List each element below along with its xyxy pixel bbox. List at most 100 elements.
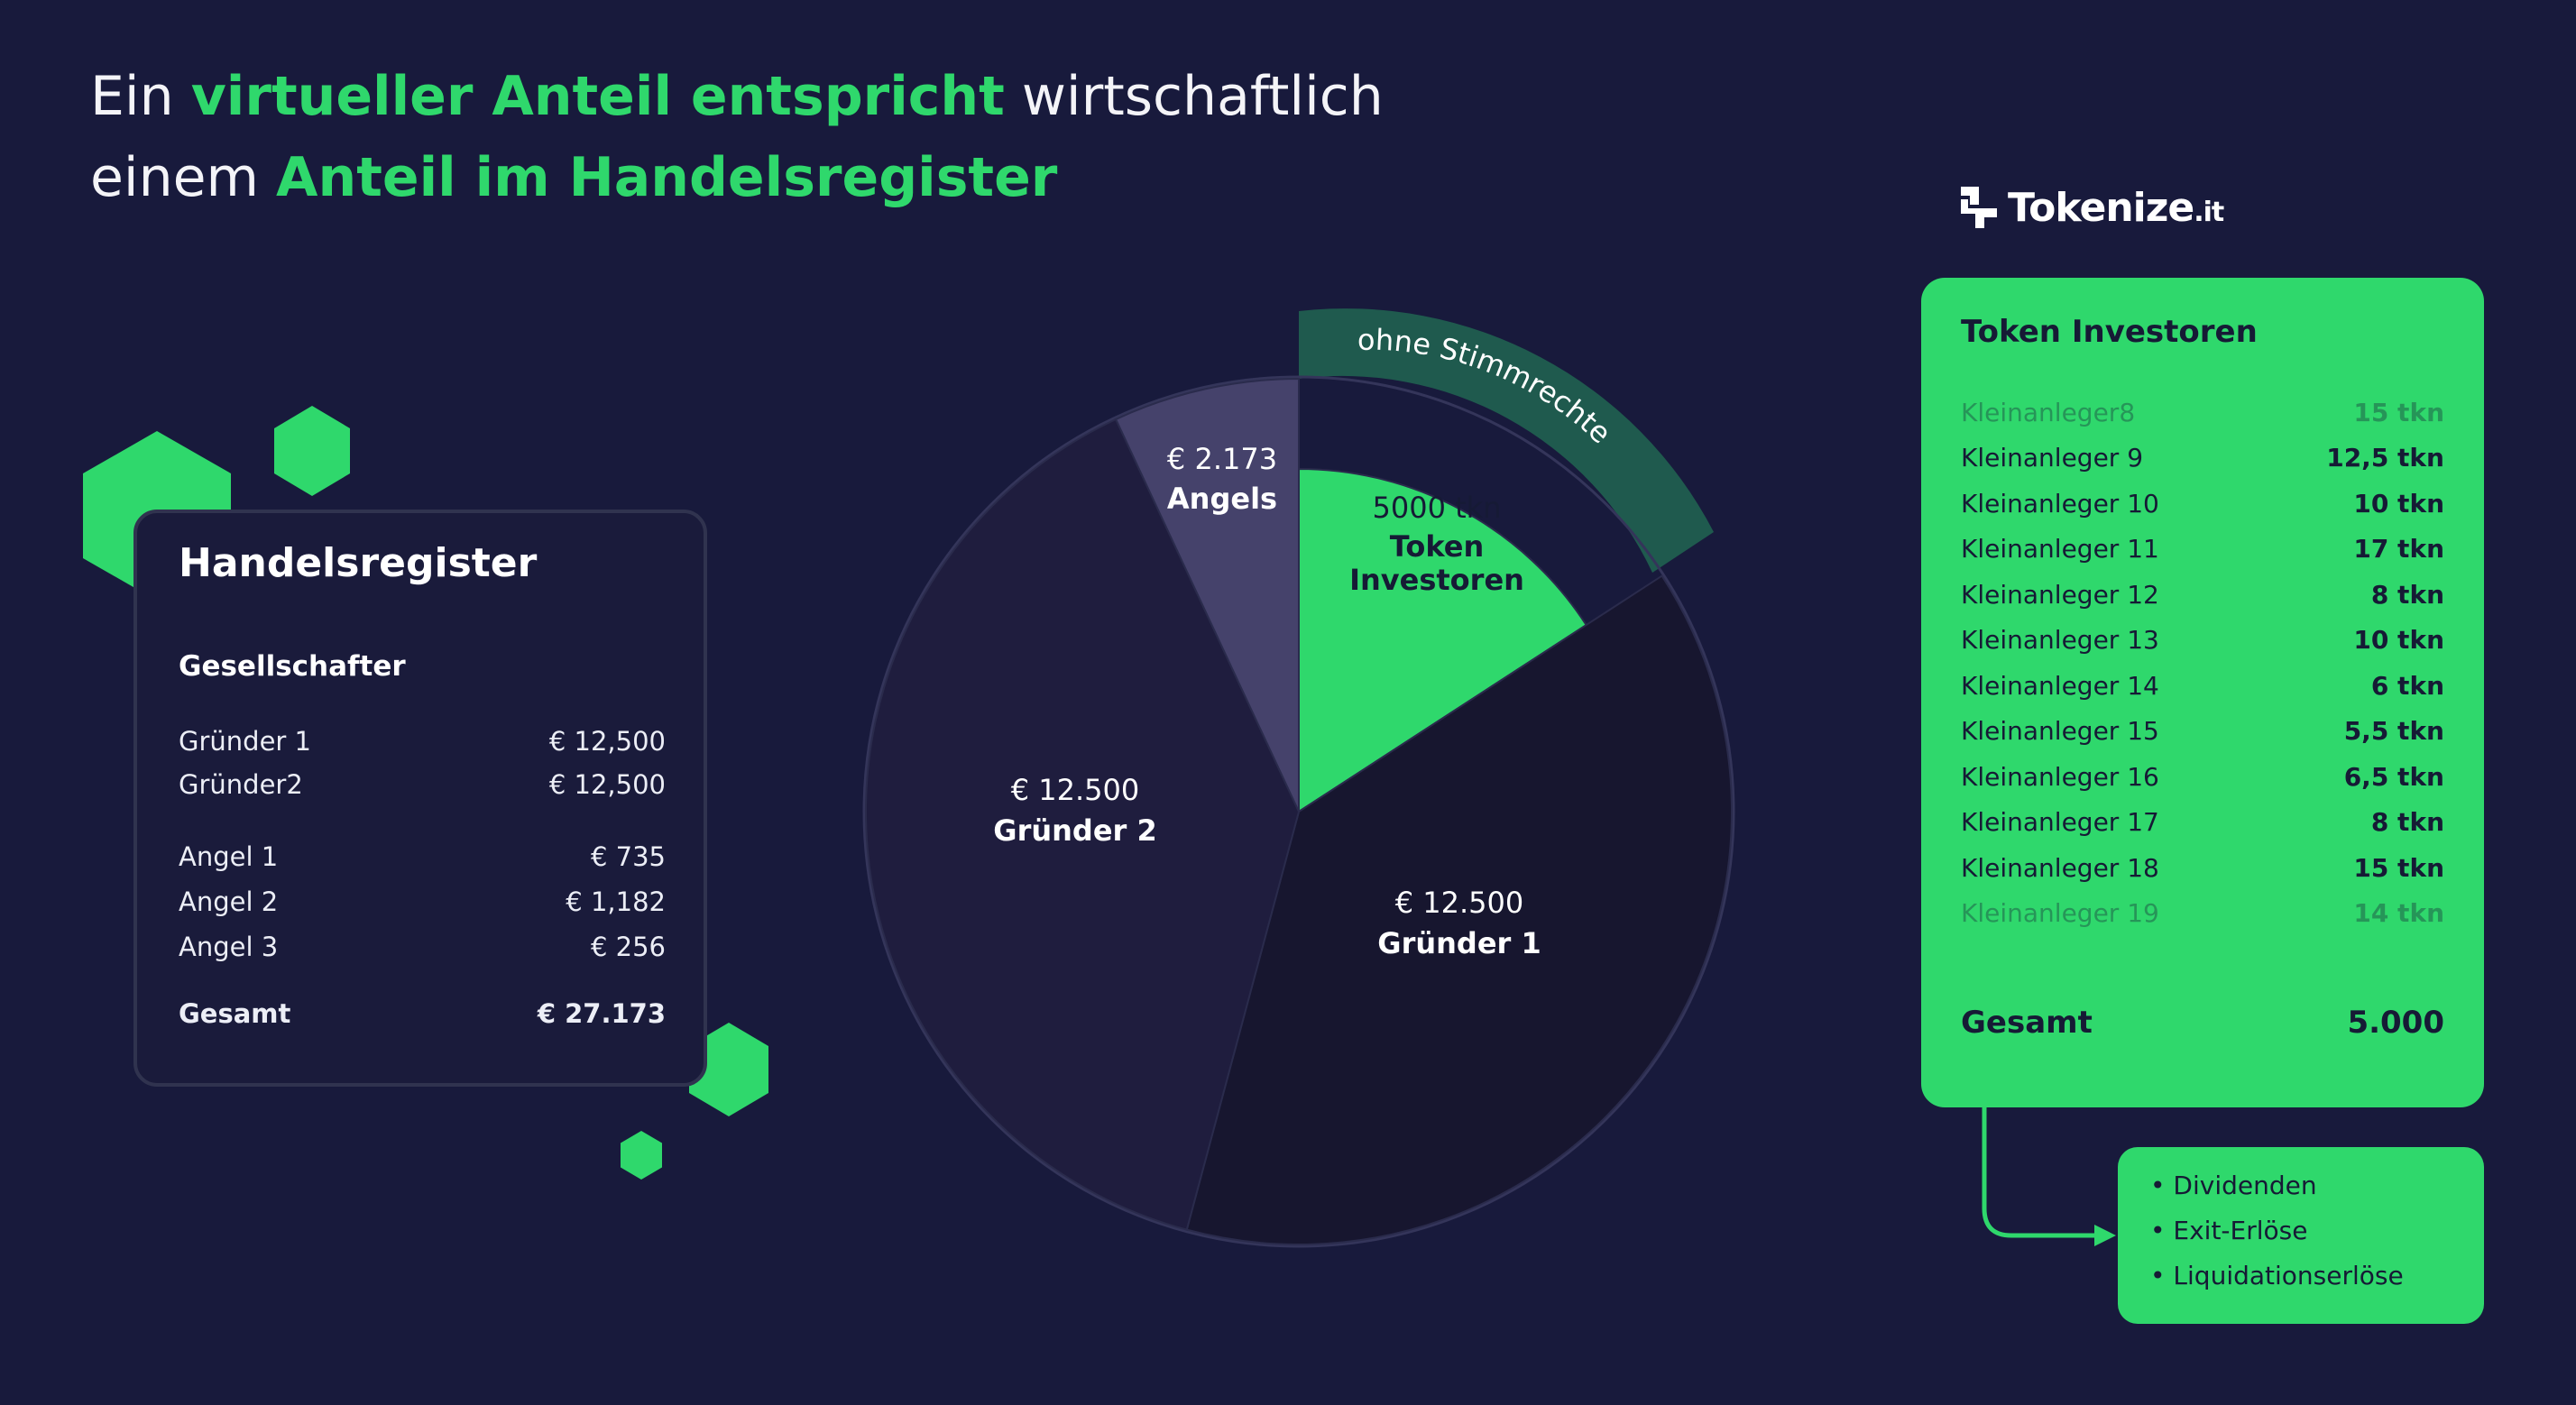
token-investor-row: Kleinanleger 9 12,5 tkn: [1961, 436, 2444, 481]
slice-name-label: Angels: [1167, 482, 1277, 516]
hexagon-decoration-tiny: [621, 1131, 662, 1180]
logo-wordmark: Tokenize.it: [2008, 184, 2224, 231]
token-investor-row: Kleinanleger 17 8 tkn: [1961, 800, 2444, 845]
shareholder-name: Gründer 1: [179, 726, 311, 757]
shareholder-row: Angel 1 € 735: [179, 834, 666, 879]
investor-name: Kleinanleger 17: [1961, 807, 2159, 837]
logo-suffix: .it: [2194, 196, 2224, 228]
handelsregister-card: Handelsregister Gesellschafter Gründer 1…: [133, 510, 707, 1087]
investor-name: Kleinanleger8: [1961, 397, 2136, 427]
token-investor-row: Kleinanleger 13 10 tkn: [1961, 618, 2444, 663]
token-total-value: 5.000: [2347, 1005, 2444, 1041]
pie-slice-token-investoren: [1298, 467, 1588, 813]
handelsregister-title: Handelsregister: [179, 540, 538, 586]
token-investor-row: Kleinanleger 18 15 tkn: [1961, 845, 2444, 890]
benefit-item: • Dividenden: [2150, 1171, 2317, 1200]
investor-amount: 10 tkn: [2353, 625, 2444, 655]
slice-value-label: € 2.173: [1167, 442, 1277, 476]
title-text: wirtschaftlich: [1004, 65, 1384, 128]
investor-name: Kleinanleger 18: [1961, 852, 2159, 883]
shareholder-row: Gründer2 € 12,500: [179, 762, 666, 807]
shareholder-row: Angel 2 € 1,182: [179, 879, 666, 924]
token-total-row: Gesamt 5.000: [1961, 1005, 2444, 1041]
slice-value-label: € 12.500: [1395, 886, 1524, 920]
benefit-item: • Exit-Erlöse: [2150, 1216, 2308, 1245]
shareholder-value: € 12,500: [548, 769, 666, 800]
shareholder-name: Angel 1: [179, 841, 279, 872]
shareholder-name: Angel 2: [179, 886, 279, 917]
investor-amount: 6 tkn: [2370, 670, 2444, 701]
gesellschafter-heading: Gesellschafter: [179, 650, 406, 683]
investor-amount: 8 tkn: [2370, 807, 2444, 837]
token-investor-row: Kleinanleger 14 6 tkn: [1961, 663, 2444, 708]
token-investor-row: Kleinanleger 12 8 tkn: [1961, 572, 2444, 617]
investor-name: Kleinanleger 12: [1961, 579, 2159, 610]
investor-name: Kleinanleger 14: [1961, 670, 2159, 701]
investor-amount: 8 tkn: [2370, 579, 2444, 610]
title-text: Ein: [90, 65, 191, 128]
investor-amount: 15 tkn: [2353, 852, 2444, 883]
investor-amount: 12,5 tkn: [2326, 443, 2444, 473]
shareholder-name: Gründer2: [179, 769, 303, 800]
pie-slice-gr-nder-2: [865, 418, 1301, 1231]
token-total-label: Gesamt: [1961, 1005, 2093, 1041]
title-line-2: einem Anteil im Handelsregister: [90, 137, 1384, 218]
arrow-head-icon: [2094, 1225, 2116, 1246]
shareholder-row: Gründer 1 € 12,500: [179, 719, 666, 764]
logo-name: Tokenize: [2008, 184, 2194, 231]
page-title: Ein virtueller Anteil entspricht wirtsch…: [90, 56, 1384, 218]
benefits-card: • Dividenden • Exit-Erlöse • Liquidation…: [2118, 1147, 2484, 1324]
shareholder-value: € 256: [590, 932, 666, 962]
investor-name: Kleinanleger 11: [1961, 534, 2159, 564]
token-investoren-title: Token Investoren: [1961, 314, 2258, 350]
slice-name-label: Investoren: [1349, 563, 1524, 597]
title-highlight: virtueller Anteil entspricht: [190, 65, 1005, 128]
tokenize-logo-icon: [1961, 187, 1997, 228]
investor-amount: 15 tkn: [2353, 397, 2444, 427]
pie-slice-gr-nder-1: [1185, 574, 1733, 1245]
investor-amount: 14 tkn: [2353, 898, 2444, 928]
slice-value-label: 5000 tkn: [1373, 491, 1502, 525]
token-investor-row: Kleinanleger8 15 tkn: [1961, 390, 2444, 435]
slice-name-label: Gründer 2: [993, 813, 1156, 848]
benefit-item: • Liquidationserlöse: [2150, 1261, 2404, 1290]
hexagon-decoration-medium: [689, 1023, 768, 1116]
token-investor-row: Kleinanleger 10 10 tkn: [1961, 481, 2444, 526]
total-label: Gesamt: [179, 998, 291, 1029]
token-investor-row: Kleinanleger 11 17 tkn: [1961, 527, 2444, 572]
investor-name: Kleinanleger 9: [1961, 443, 2144, 473]
shareholder-value: € 735: [590, 841, 666, 872]
investor-amount: 17 tkn: [2353, 534, 2444, 564]
slice-value-label: € 12.500: [1011, 773, 1140, 807]
pie-outline: [862, 375, 1735, 1248]
investor-name: Kleinanleger 10: [1961, 488, 2159, 519]
voting-rights-band: [1299, 308, 1714, 573]
token-investor-row: Kleinanleger 16 6,5 tkn: [1961, 754, 2444, 799]
token-investoren-card: Token Investoren Kleinanleger8 15 tkn Klei…: [1921, 278, 2484, 1107]
tokenize-logo: Tokenize.it: [1957, 179, 2224, 236]
shareholder-row: Angel 3 € 256: [179, 924, 666, 969]
investor-name: Kleinanleger 13: [1961, 625, 2159, 655]
investor-amount: 5,5 tkn: [2343, 716, 2444, 746]
shareholder-name: Angel 3: [179, 932, 279, 962]
title-line-1: Ein virtueller Anteil entspricht wirtsch…: [90, 56, 1384, 137]
total-row: Gesamt € 27.173: [179, 991, 666, 1036]
investor-name: Kleinanleger 16: [1961, 761, 2159, 792]
pie-slice-angels: [1114, 377, 1300, 813]
hexagon-decoration-small: [274, 406, 350, 496]
token-investor-row: Kleinanleger 19 14 tkn: [1961, 891, 2444, 936]
title-highlight: Anteil im Handelsregister: [276, 146, 1058, 209]
title-text: einem: [90, 146, 277, 209]
shareholder-value: € 1,182: [566, 886, 666, 917]
investor-amount: 10 tkn: [2353, 488, 2444, 519]
slice-name-label: Gründer 1: [1377, 926, 1541, 960]
investor-name: Kleinanleger 19: [1961, 898, 2159, 928]
investor-amount: 6,5 tkn: [2343, 761, 2444, 792]
investor-name: Kleinanleger 15: [1961, 716, 2159, 746]
token-investor-row: Kleinanleger 15 5,5 tkn: [1961, 709, 2444, 754]
slice-name-label: Token: [1390, 529, 1484, 564]
shareholder-value: € 12,500: [548, 726, 666, 757]
total-value: € 27.173: [537, 998, 666, 1029]
